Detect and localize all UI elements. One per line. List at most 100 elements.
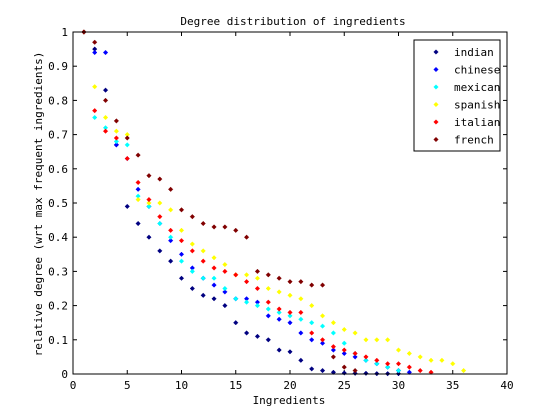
data-point-mexican bbox=[146, 203, 152, 210]
data-point-spanish bbox=[287, 292, 293, 298]
data-point-indian bbox=[135, 220, 141, 227]
y-tick-label: 0 bbox=[61, 368, 68, 381]
data-point-french bbox=[113, 118, 119, 124]
series-spanish bbox=[81, 29, 467, 374]
data-point-italian bbox=[157, 214, 163, 220]
data-point-french bbox=[265, 272, 271, 278]
data-point-indian bbox=[309, 366, 315, 372]
y-tick-label: 0.4 bbox=[48, 231, 68, 244]
data-point-indian bbox=[276, 347, 282, 353]
y-tick-label: 0.9 bbox=[48, 60, 68, 73]
data-point-french bbox=[254, 268, 261, 274]
data-point-spanish bbox=[341, 326, 347, 333]
data-point-italian bbox=[244, 279, 250, 285]
data-point-spanish bbox=[178, 227, 185, 233]
data-point-italian bbox=[352, 350, 358, 357]
data-point-indian bbox=[146, 234, 152, 240]
data-point-mexican bbox=[395, 367, 402, 374]
data-point-mexican bbox=[113, 138, 119, 145]
data-point-chinese bbox=[211, 282, 217, 288]
legend-marker-spanish bbox=[433, 101, 439, 108]
data-point-french bbox=[178, 207, 185, 213]
data-point-mexican bbox=[189, 268, 195, 274]
data-point-italian bbox=[406, 364, 412, 370]
data-point-chinese bbox=[298, 330, 304, 336]
data-point-spanish bbox=[309, 303, 315, 309]
data-point-italian bbox=[189, 248, 195, 254]
data-point-french bbox=[309, 282, 315, 288]
data-point-french bbox=[211, 224, 217, 230]
legend: indian chinese mexican spanish italian french bbox=[413, 39, 501, 152]
data-point-chinese bbox=[276, 316, 282, 322]
data-point-mexican bbox=[330, 330, 336, 336]
x-tick-label: 40 bbox=[500, 379, 513, 392]
y-tick-label: 0.8 bbox=[48, 94, 68, 107]
data-point-mexican bbox=[374, 361, 380, 367]
data-point-spanish bbox=[385, 337, 391, 343]
legend-label-italian: italian bbox=[454, 116, 500, 129]
data-point-italian bbox=[287, 309, 293, 316]
x-tick-label: 25 bbox=[338, 379, 351, 392]
data-point-mexican bbox=[341, 340, 347, 346]
legend-marker-chinese bbox=[433, 66, 439, 73]
data-point-indian bbox=[157, 248, 163, 254]
data-point-mexican bbox=[233, 296, 239, 302]
data-point-indian bbox=[319, 367, 326, 374]
data-point-indian bbox=[211, 296, 217, 302]
x-axis-label: Ingredients bbox=[253, 394, 326, 407]
legend-label-mexican: mexican bbox=[454, 81, 500, 94]
data-point-mexican bbox=[363, 357, 369, 363]
data-point-italian bbox=[211, 265, 217, 271]
data-point-italian bbox=[178, 238, 185, 244]
data-point-chinese bbox=[352, 354, 358, 360]
x-tick-label: 30 bbox=[392, 379, 405, 392]
data-point-mexican bbox=[92, 114, 98, 121]
data-point-spanish bbox=[450, 361, 456, 367]
data-point-indian bbox=[178, 275, 185, 281]
data-point-spanish bbox=[428, 357, 434, 363]
data-point-italian bbox=[200, 258, 206, 264]
data-point-italian bbox=[92, 108, 98, 114]
data-point-mexican bbox=[211, 275, 217, 281]
y-tick-label: 0.5 bbox=[48, 197, 68, 210]
data-point-italian bbox=[265, 299, 271, 305]
data-point-spanish bbox=[92, 84, 98, 90]
data-point-french bbox=[189, 214, 195, 220]
data-point-italian bbox=[233, 272, 239, 278]
data-point-mexican bbox=[287, 313, 293, 319]
data-point-italian bbox=[330, 344, 336, 350]
data-point-spanish bbox=[113, 128, 119, 134]
y-tick-label: 0.3 bbox=[48, 265, 68, 278]
data-point-italian bbox=[146, 196, 152, 203]
series-mexican bbox=[81, 29, 402, 374]
data-point-chinese bbox=[168, 238, 174, 244]
data-point-indian bbox=[244, 330, 250, 336]
legend-marker-indian bbox=[433, 49, 439, 55]
data-point-mexican bbox=[222, 285, 228, 292]
data-point-spanish bbox=[461, 367, 467, 374]
data-point-mexican bbox=[265, 306, 271, 312]
data-point-french bbox=[298, 279, 304, 285]
data-point-spanish bbox=[395, 347, 402, 353]
data-point-italian bbox=[168, 227, 174, 233]
data-point-spanish bbox=[222, 261, 228, 268]
data-point-french bbox=[135, 152, 141, 158]
data-point-indian bbox=[330, 369, 336, 375]
data-point-chinese bbox=[341, 350, 347, 357]
data-point-spanish bbox=[319, 313, 326, 319]
data-point-mexican bbox=[276, 309, 282, 316]
data-point-italian bbox=[319, 337, 326, 343]
y-axis-label: relative degree (wrt max frequent ingred… bbox=[32, 52, 45, 357]
data-point-italian bbox=[102, 128, 109, 134]
data-point-french bbox=[341, 364, 347, 370]
data-point-french bbox=[222, 224, 228, 230]
data-point-mexican bbox=[124, 142, 130, 148]
data-point-chinese bbox=[222, 289, 228, 295]
data-point-french bbox=[319, 282, 326, 288]
data-point-french bbox=[102, 97, 109, 103]
data-point-italian bbox=[298, 309, 304, 316]
data-point-mexican bbox=[298, 316, 304, 322]
data-point-french bbox=[352, 367, 358, 374]
data-point-italian bbox=[113, 135, 119, 141]
